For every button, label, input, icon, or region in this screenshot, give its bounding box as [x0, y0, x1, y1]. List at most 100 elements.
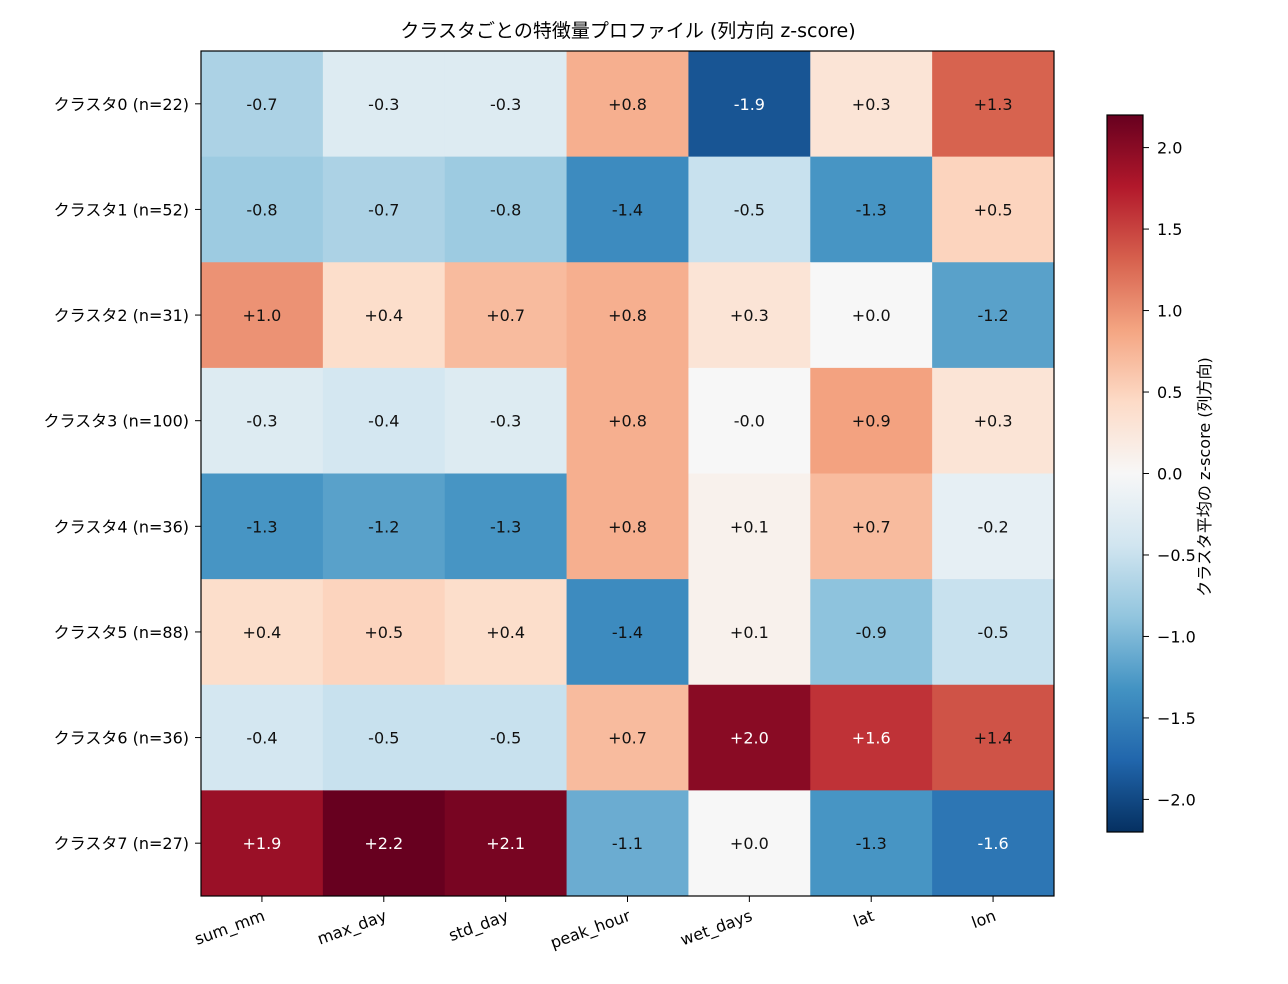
heatmap-cell: [322, 367, 446, 474]
heatmap-cell: [201, 684, 324, 791]
cell-value-label: -0.2: [977, 517, 1008, 536]
heatmap-cell: [810, 262, 933, 369]
cell-value-label: -0.7: [368, 200, 399, 219]
cell-value-label: -1.1: [612, 834, 643, 853]
chart-title: クラスタごとの特徴量プロファイル (列方向 z-score): [400, 20, 855, 42]
heatmap-cell: [201, 473, 324, 580]
colorbar-tick-label: 1.0: [1157, 302, 1182, 321]
cell-value-label: -0.5: [490, 729, 521, 748]
heatmap-cell: [322, 684, 446, 791]
cell-value-label: +0.8: [608, 412, 647, 431]
cell-value-label: -1.6: [977, 834, 1008, 853]
colorbar-tick-label: 0.5: [1157, 383, 1182, 402]
cell-value-label: +0.4: [364, 306, 403, 325]
heatmap-cell: [322, 473, 446, 580]
heatmap-cell: [932, 367, 1055, 474]
cell-value-label: +0.8: [608, 517, 647, 536]
heatmap-cell: [444, 684, 568, 791]
cell-value-label: -1.2: [368, 517, 399, 536]
cell-value-label: -1.9: [734, 95, 765, 114]
x-tick-label: peak_hour: [548, 906, 634, 954]
heatmap-cell: [810, 579, 933, 686]
y-tick-label: クラスタ1 (n=52): [54, 200, 189, 219]
heatmap-cell: [201, 262, 324, 369]
cell-value-label: +0.3: [974, 412, 1013, 431]
colorbar-gradient: [1106, 114, 1144, 833]
heatmap-cell: [444, 579, 568, 686]
heatmap-cell: [932, 51, 1055, 158]
heatmap-cell: [322, 579, 446, 686]
x-tick-label: sum_mm: [192, 906, 268, 950]
cell-value-label: -0.3: [490, 95, 521, 114]
heatmap-cell: [322, 262, 446, 369]
heatmap-cell: [566, 684, 689, 791]
heatmap-cell: [566, 367, 689, 474]
heatmap-cell: [688, 473, 811, 580]
y-axis: クラスタ0 (n=22) クラスタ1 (n=52) クラスタ2 (n=31) クラスタ…: [43, 95, 201, 853]
cell-value-label: -0.9: [856, 623, 887, 642]
y-tick-label: クラスタ0 (n=22): [54, 95, 189, 114]
cell-value-label: -0.3: [246, 412, 277, 431]
heatmap-cell: [932, 790, 1055, 897]
cell-value-label: +0.7: [608, 729, 647, 748]
heatmap-cell: [444, 156, 568, 263]
y-tick-label: クラスタ3 (n=100): [43, 412, 189, 431]
colorbar-tick-label: 1.5: [1157, 220, 1182, 239]
heatmap-cell: [810, 473, 933, 580]
x-tick-label: lat: [851, 906, 877, 931]
cell-value-label: -1.3: [246, 517, 277, 536]
colorbar-tick-label: −2.0: [1157, 790, 1196, 809]
x-tick-label: wet_days: [678, 906, 755, 950]
cell-value-label: +0.5: [974, 200, 1013, 219]
cell-value-label: -0.5: [977, 623, 1008, 642]
cell-value-label: +1.0: [242, 306, 281, 325]
cell-value-label: +1.6: [852, 729, 891, 748]
heatmap-cell: [932, 579, 1055, 686]
cell-value-label: +0.0: [730, 834, 769, 853]
cell-value-label: +0.4: [486, 623, 525, 642]
cell-value-label: -0.4: [246, 729, 277, 748]
cell-value-label: -1.4: [612, 200, 643, 219]
cell-value-label: -0.4: [368, 412, 399, 431]
heatmap-cell: [201, 51, 324, 158]
heatmap-cell: [932, 473, 1055, 580]
cell-value-label: +0.9: [852, 412, 891, 431]
heatmap-cell: [201, 790, 324, 897]
cell-value-label: -0.5: [734, 200, 765, 219]
heatmap-cells: [201, 51, 1055, 897]
colorbar-tick-label: −1.0: [1157, 627, 1196, 646]
cell-value-label: -1.4: [612, 623, 643, 642]
heatmap-cell: [322, 51, 446, 158]
heatmap-cell: [688, 790, 811, 897]
heatmap-cell: [566, 473, 689, 580]
cell-value-label: +0.8: [608, 306, 647, 325]
cell-value-label: +2.1: [486, 834, 525, 853]
heatmap-cell: [688, 51, 811, 158]
heatmap-cell: [566, 156, 689, 263]
cell-value-label: -0.8: [490, 200, 521, 219]
cell-value-label: +0.3: [852, 95, 891, 114]
heatmap-cell: [444, 367, 568, 474]
cell-value-label: -0.3: [490, 412, 521, 431]
y-tick-label: クラスタ4 (n=36): [54, 517, 189, 536]
cell-value-label: +0.1: [730, 623, 769, 642]
heatmap-cell: [444, 262, 568, 369]
heatmap-cell: [810, 156, 933, 263]
y-tick-label: クラスタ6 (n=36): [54, 729, 189, 748]
heatmap-cell: [566, 579, 689, 686]
heatmap-cell: [932, 156, 1055, 263]
cell-value-label: -0.3: [368, 95, 399, 114]
heatmap-cell: [566, 51, 689, 158]
cell-value-label: +0.7: [852, 517, 891, 536]
cell-value-label: +0.5: [364, 623, 403, 642]
cell-value-label: +1.3: [974, 95, 1013, 114]
cell-value-label: +0.1: [730, 517, 769, 536]
x-tick-label: max_day: [315, 906, 390, 950]
y-tick-label: クラスタ2 (n=31): [54, 306, 189, 325]
colorbar-tick-label: 2.0: [1157, 139, 1182, 158]
x-axis: sum_mm max_day std_day peak_hour wet_days lat…: [192, 896, 998, 953]
x-tick-label: lon: [969, 906, 998, 932]
cell-value-label: -0.7: [246, 95, 277, 114]
